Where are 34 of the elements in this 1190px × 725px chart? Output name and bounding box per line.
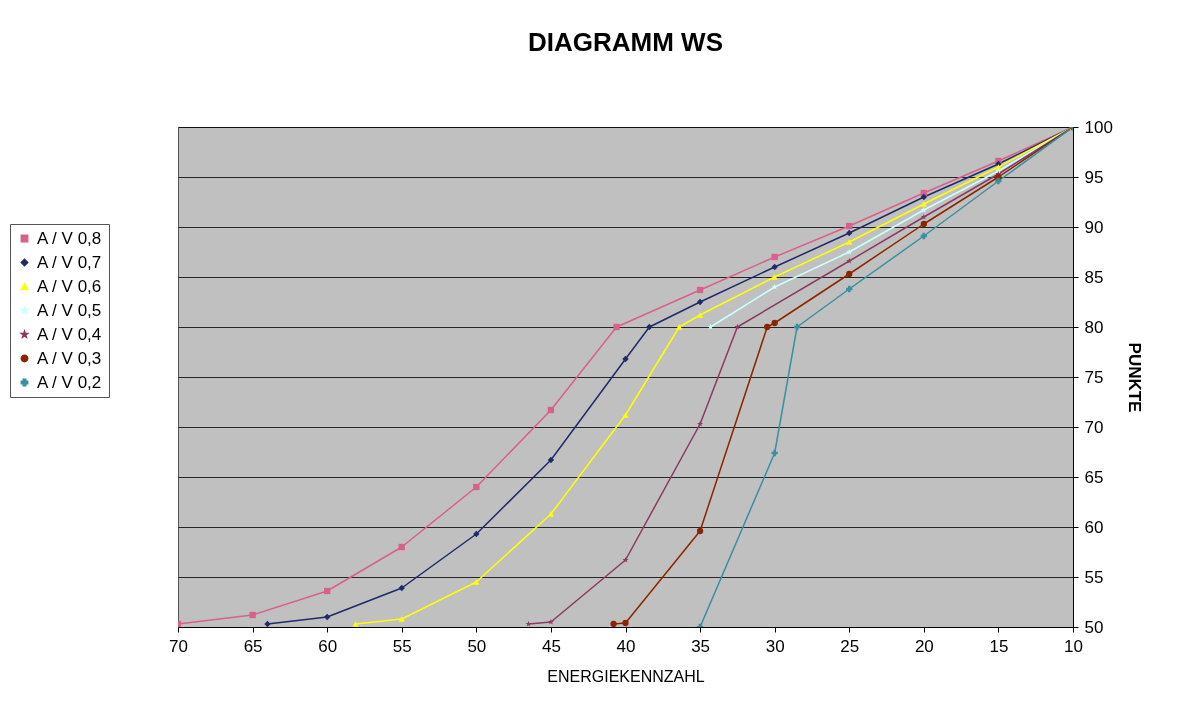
legend-label: A / V 0,7	[37, 252, 102, 272]
x-tick-label: 65	[243, 636, 263, 656]
y-tick-label: 50	[1084, 617, 1104, 637]
x-tick-label: 50	[467, 636, 487, 656]
x-tick-label: 55	[392, 636, 412, 656]
y-tick-label: 75	[1084, 367, 1104, 387]
y-tick-label: 100	[1084, 117, 1113, 137]
x-tick-label: 15	[989, 636, 1009, 656]
y-tick-label: 60	[1084, 517, 1104, 537]
y-axis-title: PUNKTE	[1124, 342, 1144, 413]
chart-title: DIAGRAMM WS	[528, 27, 723, 57]
x-tick-label: 25	[840, 636, 860, 656]
x-tick-label: 70	[169, 636, 188, 656]
x-tick-label: 35	[691, 636, 711, 656]
legend-label: A / V 0,2	[37, 372, 102, 392]
y-tick-label: 95	[1084, 167, 1104, 187]
y-tick-label: 85	[1084, 267, 1104, 287]
legend-label: A / V 0,6	[37, 276, 102, 296]
x-axis-title: ENERGIEKENNZAHL	[547, 667, 705, 685]
y-tick-label: 70	[1084, 417, 1104, 437]
legend-label: A / V 0,4	[37, 324, 102, 344]
x-tick-label: 60	[318, 636, 338, 656]
legend-label: A / V 0,5	[37, 300, 102, 320]
y-tick-label: 65	[1084, 467, 1104, 487]
y-tick-label: 55	[1084, 567, 1104, 587]
y-tick-label: 90	[1084, 217, 1104, 237]
legend-label: A / V 0,8	[37, 228, 102, 248]
x-tick-label: 30	[765, 636, 785, 656]
x-tick-label: 10	[1064, 636, 1083, 656]
x-tick-label: 40	[616, 636, 636, 656]
legend-label: A / V 0,3	[37, 348, 102, 368]
y-tick-label: 80	[1084, 317, 1104, 337]
x-tick-label: 45	[541, 636, 561, 656]
x-tick-label: 20	[914, 636, 934, 656]
